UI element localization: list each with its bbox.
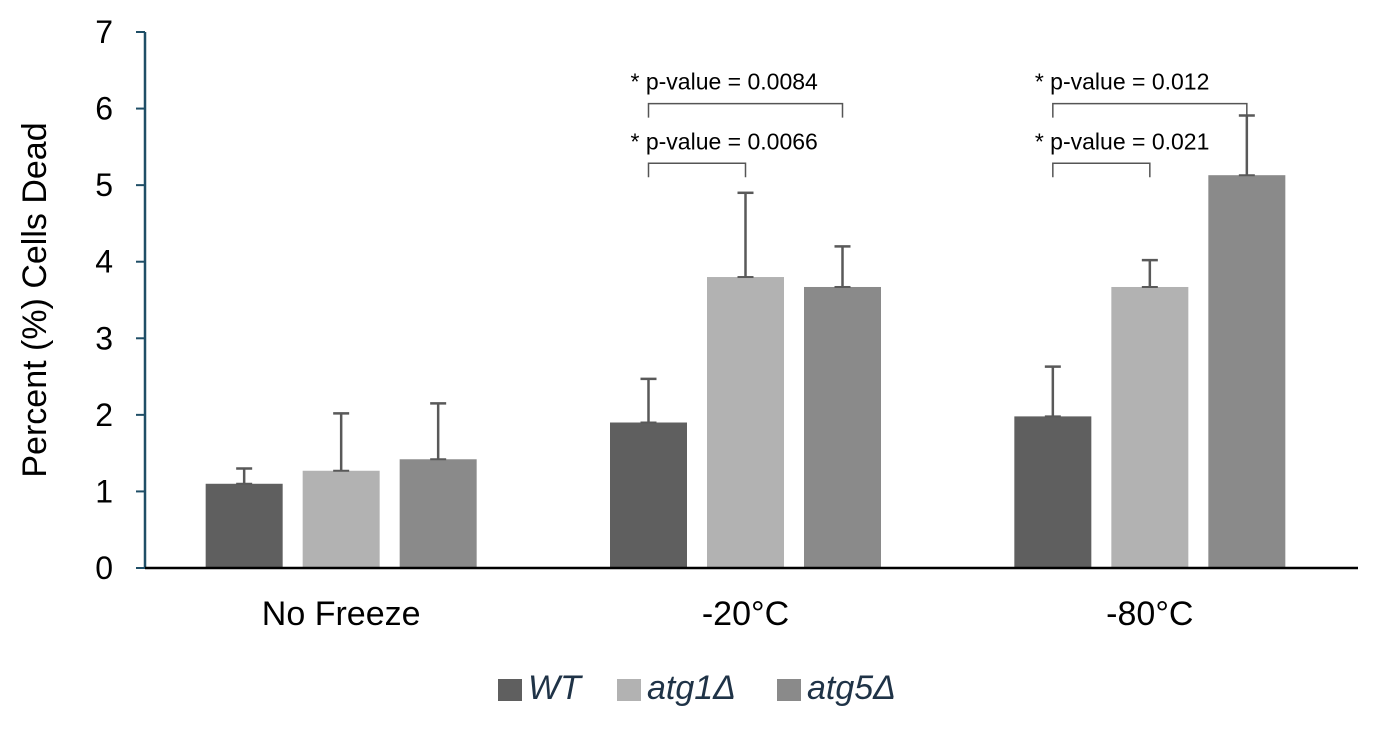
y-tick-label: 2 xyxy=(95,397,113,433)
significance-label: * p-value = 0.021 xyxy=(1035,128,1210,154)
y-axis-label: Percent (%) Cells Dead xyxy=(16,122,54,477)
legend-swatch xyxy=(498,679,522,701)
significance-label: * p-value = 0.012 xyxy=(1035,69,1210,95)
y-tick-label: 4 xyxy=(95,244,113,280)
significance-annotations: * p-value = 0.0084 * p-value = 0.0066 * p-… xyxy=(631,69,1248,178)
category-labels: No Freeze -20°C -80°C xyxy=(262,595,1194,633)
legend-swatch xyxy=(777,679,801,701)
category-label: -80°C xyxy=(1106,595,1193,633)
bar xyxy=(205,483,283,568)
bar xyxy=(610,422,687,568)
category-label: No Freeze xyxy=(262,595,421,633)
legend-label: atg5Δ xyxy=(807,669,896,707)
error-bars xyxy=(236,114,1255,485)
bars xyxy=(205,175,1286,568)
bar xyxy=(1208,175,1286,568)
bar xyxy=(1111,286,1189,568)
y-tick-label: 3 xyxy=(95,320,113,356)
legend: WT atg1Δ atg5Δ xyxy=(498,669,896,707)
legend-swatch xyxy=(617,679,641,701)
bar xyxy=(707,277,784,568)
y-tick-label: 5 xyxy=(95,167,113,203)
bar xyxy=(302,470,380,568)
bar xyxy=(399,459,477,568)
y-tick-label: 1 xyxy=(95,473,113,509)
bar xyxy=(804,286,881,568)
legend-label: WT xyxy=(528,669,583,707)
y-tick-label: 0 xyxy=(95,550,113,586)
category-label: -20°C xyxy=(702,595,789,633)
significance-bracket xyxy=(1052,162,1151,178)
y-tick-label: 7 xyxy=(95,14,113,50)
y-axis-ticks: 0 1 2 3 4 5 6 7 xyxy=(95,14,145,586)
significance-label: * p-value = 0.0084 xyxy=(631,69,819,95)
legend-label: atg1Δ xyxy=(647,669,736,707)
axes xyxy=(143,32,1358,570)
significance-label: * p-value = 0.0066 xyxy=(631,128,818,154)
bar xyxy=(1014,416,1092,568)
significance-bracket xyxy=(647,102,844,118)
significance-bracket xyxy=(647,162,747,178)
significance-bracket xyxy=(1052,102,1248,118)
y-tick-label: 6 xyxy=(95,91,113,127)
